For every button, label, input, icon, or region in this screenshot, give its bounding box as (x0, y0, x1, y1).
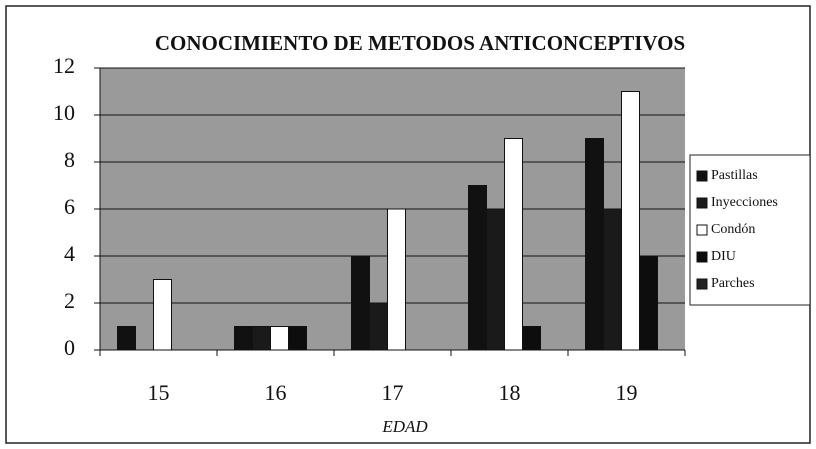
bar (621, 91, 640, 351)
x-tick-label: 18 (499, 380, 521, 405)
legend-swatch (696, 278, 708, 290)
bar (639, 255, 658, 351)
legend-label: Parches (711, 276, 755, 291)
legend-swatch (696, 197, 708, 209)
bar (351, 255, 370, 351)
chart-title: CONOCIMIENTO DE METODOS ANTICONCEPTIVOS (155, 31, 685, 55)
legend-swatch (696, 251, 708, 263)
bar (252, 326, 271, 351)
y-tick-label: 2 (64, 288, 75, 313)
bar (387, 208, 406, 351)
bar (288, 326, 307, 351)
legend-label: Inyecciones (711, 195, 778, 210)
y-tick-label: 8 (64, 147, 75, 172)
x-tick-label: 15 (148, 380, 170, 405)
x-tick-label: 16 (265, 380, 287, 405)
bar (504, 138, 523, 351)
legend (689, 154, 811, 306)
bar (603, 208, 622, 351)
legend-label: DIU (711, 249, 736, 264)
bar (522, 326, 541, 351)
bar (270, 326, 289, 351)
bar (468, 185, 487, 351)
bar (117, 326, 136, 351)
y-tick-label: 6 (64, 194, 75, 219)
y-tick-label: 10 (53, 100, 75, 125)
x-tick-label: 19 (616, 380, 638, 405)
legend-label: Pastillas (711, 168, 758, 183)
legend-swatch (696, 224, 708, 236)
bar (486, 208, 505, 351)
y-tick-label: 12 (53, 53, 75, 78)
bar (153, 279, 172, 351)
x-tick-label: 17 (382, 380, 404, 405)
y-tick-label: 0 (64, 335, 75, 360)
legend-swatch (696, 170, 708, 182)
bar (234, 326, 253, 351)
bar (585, 138, 604, 351)
x-axis-label: EDAD (381, 417, 428, 436)
y-tick-label: 4 (64, 241, 75, 266)
legend-label: Condón (711, 222, 755, 237)
bar (369, 302, 388, 351)
